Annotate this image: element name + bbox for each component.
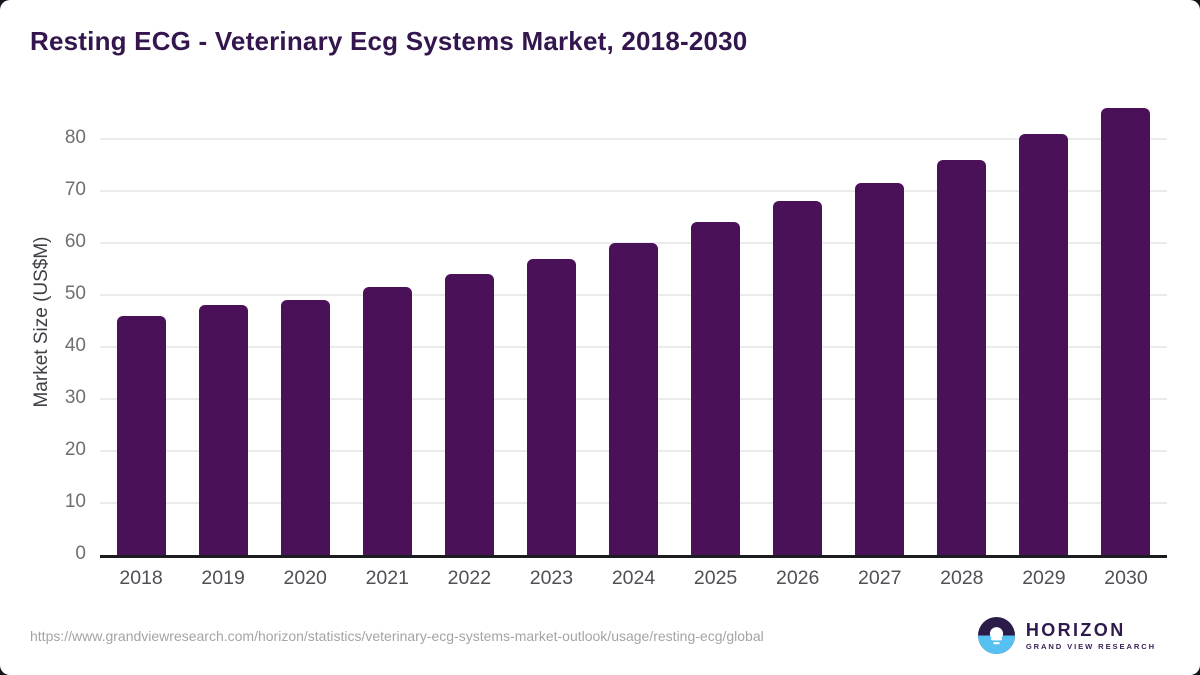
logo-brand-name: HORIZON: [1025, 619, 1126, 640]
bar-2019: [198, 305, 248, 555]
bar-slot: [428, 100, 510, 555]
x-tick-label: 2022: [447, 567, 492, 589]
logo-subtitle: GRAND VIEW RESEARCH: [1025, 641, 1156, 651]
x-tick-label: 2020: [283, 567, 327, 589]
bar-slot: [100, 100, 182, 555]
bar-slot: [675, 100, 757, 555]
x-tick-label: 2018: [119, 567, 163, 589]
x-tick-label: 2025: [693, 567, 738, 589]
horizon-logo: HORIZON GRAND VIEW RESEARCH: [977, 617, 1156, 654]
bar-slot: [757, 100, 839, 555]
gridline: [100, 190, 1167, 192]
x-tick-label: 2023: [529, 567, 574, 589]
bar-slot: [839, 100, 921, 555]
y-tick-label: 0: [75, 543, 86, 564]
x-tick-label: 2026: [775, 567, 820, 589]
x-tick-label: 2028: [940, 567, 984, 589]
y-tick-label: 10: [64, 491, 86, 512]
bar-2018: [116, 315, 166, 555]
y-tick-label: 50: [64, 283, 86, 304]
bar-slot: [510, 100, 592, 555]
x-tick-label: 2024: [611, 567, 656, 589]
bar-2030: [1101, 107, 1151, 555]
bar-2026: [773, 201, 823, 555]
y-tick-label: 30: [64, 387, 86, 408]
bar-slot: [592, 100, 674, 555]
y-tick-label: 80: [64, 127, 86, 148]
bar-2025: [691, 222, 741, 555]
bar-2024: [609, 243, 658, 555]
x-tick-label: 2021: [365, 567, 409, 589]
x-axis-ticks: 2018 2019 2020 2021 2022 2023 2024 2025 2026 2027…: [100, 567, 1167, 590]
x-tick-label: 2029: [1022, 567, 1066, 589]
chart-title: Resting ECG - Veterinary Ecg Systems Mar…: [30, 26, 748, 56]
x-tick-label: 2027: [858, 567, 902, 589]
bar-slot: [346, 100, 428, 555]
y-tick-label: 20: [64, 439, 86, 460]
y-tick-label: 70: [64, 179, 86, 200]
x-tick-label: 2030: [1104, 567, 1148, 589]
bar-series: [100, 100, 1167, 555]
bar-2029: [1019, 133, 1069, 555]
y-tick-label: 60: [64, 231, 86, 252]
bar-slot: [1003, 100, 1085, 555]
plot-area: 0 10 20 30 40 50 60 70 80: [65, 100, 1167, 564]
gridline: [100, 138, 1167, 140]
bar-2021: [362, 287, 412, 555]
x-tick-label: 2019: [201, 567, 245, 589]
bar-slot: [182, 100, 264, 555]
logo-text: HORIZON GRAND VIEW RESEARCH: [1025, 619, 1156, 651]
bar-slot: [1085, 100, 1167, 555]
bar-2023: [526, 258, 576, 555]
y-tick-label: 40: [64, 335, 86, 356]
bar-2027: [855, 183, 905, 555]
y-axis-title: Market Size (US$M): [31, 236, 52, 408]
bar-2028: [937, 159, 987, 555]
bar-2022: [444, 274, 494, 555]
bar-slot: [264, 100, 346, 555]
bar-2020: [280, 300, 330, 555]
bar-slot: [921, 100, 1003, 555]
source-url: https://www.grandviewresearch.com/horizo…: [30, 628, 764, 644]
horizon-sunset-icon: [977, 617, 1015, 654]
